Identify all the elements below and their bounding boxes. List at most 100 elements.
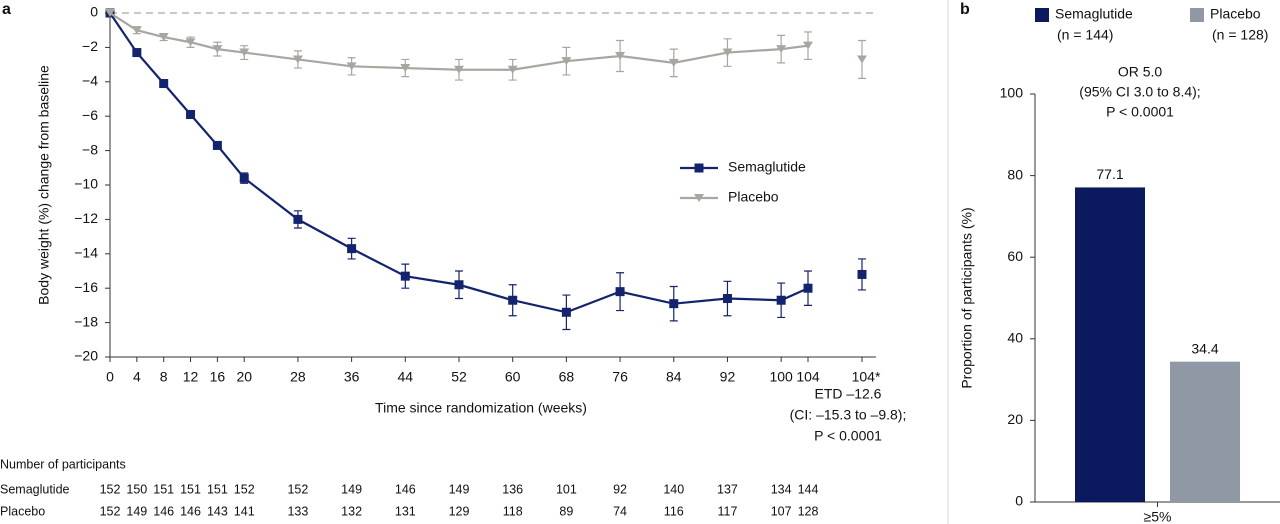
data-point [239, 48, 250, 57]
y-tick-label: −8 [82, 141, 98, 157]
participant-count: 146 [395, 482, 416, 496]
participant-count: 129 [449, 504, 470, 518]
legend-swatch [1190, 8, 1204, 22]
participant-count: 133 [287, 504, 308, 518]
x-tick-label: 8 [160, 369, 168, 385]
legend-swatch [1035, 8, 1049, 22]
y-tick-label: 40 [1007, 330, 1023, 346]
y-tick-label: 0 [1015, 493, 1023, 509]
data-point [131, 26, 142, 35]
participant-count: 136 [502, 482, 523, 496]
y-tick-label: 0 [90, 4, 98, 20]
data-point [857, 269, 867, 279]
data-point [293, 214, 303, 224]
x-tick-label: 4 [133, 369, 141, 385]
x-tick-label: ≥5% [1144, 509, 1172, 524]
data-point [239, 173, 249, 183]
participant-count: 150 [126, 482, 147, 496]
y-tick-label: −14 [74, 245, 98, 261]
annotation: (95% CI 3.0 to 8.4); [1079, 84, 1200, 100]
legend-marker [694, 163, 704, 173]
data-point [212, 140, 222, 150]
x-tick-label: 28 [290, 369, 306, 385]
x-tick-label: 12 [183, 369, 199, 385]
participant-count: 146 [153, 504, 174, 518]
participant-count: 134 [771, 482, 792, 496]
y-tick-label: −4 [82, 73, 98, 89]
data-point [346, 62, 357, 71]
participant-count: 74 [613, 504, 627, 518]
bar [1075, 187, 1145, 502]
x-tick-label: 52 [451, 369, 467, 385]
annotation: ETD –12.6 [815, 386, 882, 402]
annotation: OR 5.0 [1118, 64, 1163, 80]
data-point [722, 48, 733, 57]
y-tick-label: −10 [74, 176, 98, 192]
participant-count: 146 [180, 504, 201, 518]
participant-count: 149 [449, 482, 470, 496]
x-tick-label: 60 [505, 369, 521, 385]
x-tick-label: 104 [796, 369, 820, 385]
x-tick-label: 0 [106, 369, 114, 385]
data-point [212, 45, 223, 54]
x-tick-label: 20 [236, 369, 252, 385]
legend-label: Placebo [728, 189, 779, 205]
participant-count: 118 [503, 504, 523, 518]
participant-count: 151 [180, 482, 201, 496]
participant-count: 152 [100, 482, 121, 496]
legend-label: Placebo [1210, 6, 1261, 22]
y-tick-label: 60 [1007, 248, 1023, 264]
data-point [454, 65, 464, 74]
participant-count: 144 [798, 482, 819, 496]
data-point [454, 280, 464, 290]
y-tick-label: −20 [74, 348, 98, 364]
participant-count: 151 [153, 482, 174, 496]
data-point [105, 9, 115, 17]
data-point [561, 57, 572, 66]
data-point [347, 244, 357, 254]
y-tick-label: 100 [1000, 85, 1024, 101]
data-point [400, 271, 410, 281]
x-axis-label: Time since randomization (weeks) [375, 400, 587, 416]
x-tick-label: 92 [720, 369, 736, 385]
participant-count: 151 [207, 482, 228, 496]
legend-label: Semaglutide [1055, 6, 1133, 22]
x-tick-label: 84 [666, 369, 682, 385]
y-tick-label: −2 [82, 38, 98, 54]
x-tick-label: 76 [612, 369, 628, 385]
legend-subtitle: (n = 144) [1057, 27, 1113, 43]
data-point [615, 287, 625, 297]
data-point [507, 65, 518, 74]
bar [1170, 361, 1240, 502]
participant-count: 89 [559, 504, 573, 518]
legend-label: Semaglutide [728, 159, 806, 175]
participant-count: 137 [717, 482, 738, 496]
data-point [776, 295, 786, 305]
data-point [159, 79, 169, 89]
data-point [186, 109, 196, 119]
y-tick-label: −12 [74, 210, 98, 226]
data-point [722, 294, 732, 304]
panel-label: b [960, 1, 970, 18]
data-point [776, 45, 787, 54]
participant-count: 149 [126, 504, 147, 518]
x-tick-label: 68 [559, 369, 575, 385]
value-label: 77.1 [1096, 166, 1123, 182]
y-tick-label: −16 [74, 279, 98, 295]
x-tick-label: 100 [769, 369, 793, 385]
data-point [400, 64, 411, 73]
y-tick-label: −6 [82, 107, 98, 123]
participant-count: 132 [341, 504, 362, 518]
data-point [615, 52, 626, 60]
legend-subtitle: (n = 128) [1212, 27, 1268, 43]
data-point [561, 307, 571, 317]
participant-count: 152 [100, 504, 121, 518]
participant-count: 152 [234, 482, 255, 496]
participant-count: 141 [234, 504, 255, 518]
annotation: (CI: –15.3 to –9.8); [790, 407, 907, 423]
annotation: P < 0.0001 [1106, 104, 1174, 120]
annotation: P < 0.0001 [814, 428, 882, 444]
participant-count: 128 [798, 504, 819, 518]
